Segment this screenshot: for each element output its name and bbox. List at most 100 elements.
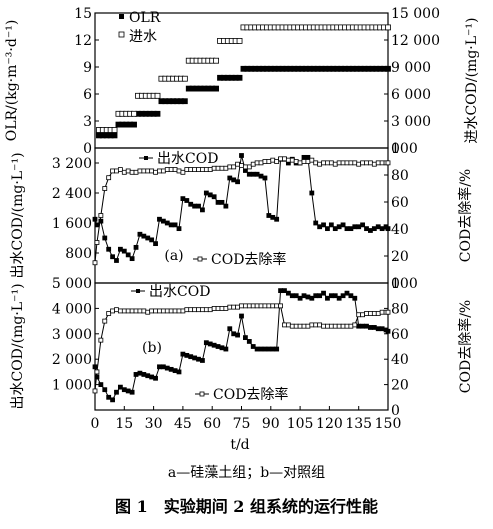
data-point <box>114 258 119 263</box>
data-point <box>168 366 174 372</box>
legend-label-cod: 出水COD <box>157 151 218 167</box>
data-point <box>200 167 205 173</box>
data-point <box>274 216 280 222</box>
y-tick-label-left: 1 600 <box>52 216 92 232</box>
y-tick-label-right: 0 <box>391 141 400 157</box>
data-point <box>133 372 139 377</box>
data-point <box>102 318 108 324</box>
data-point <box>125 168 131 174</box>
data-point <box>181 75 188 82</box>
data-point <box>293 293 299 299</box>
data-point <box>317 224 323 230</box>
y-tick-label-right: 0 <box>391 403 400 419</box>
data-point <box>94 369 100 375</box>
data-point <box>94 222 100 228</box>
y-tick-label-right: 20 <box>391 249 409 265</box>
data-point <box>181 98 188 105</box>
data-point <box>211 342 217 348</box>
data-point <box>114 389 119 395</box>
data-point <box>364 311 369 316</box>
data-point <box>153 375 158 381</box>
data-point <box>200 358 205 363</box>
data-point <box>137 231 143 237</box>
data-point <box>309 157 315 163</box>
x-tick-label: 90 <box>262 416 280 432</box>
data-point <box>141 168 147 174</box>
data-point <box>301 154 307 160</box>
data-point <box>336 323 342 329</box>
data-point <box>379 226 385 232</box>
data-point <box>176 226 182 232</box>
data-point <box>184 167 190 173</box>
data-point <box>223 203 229 209</box>
data-point <box>203 167 209 173</box>
figure-subcaption: a—硅藻土组；b—对照组 <box>167 465 326 481</box>
data-point <box>262 159 268 164</box>
data-point <box>160 218 166 224</box>
data-point <box>227 326 233 332</box>
legend-label-olr: OLR <box>129 10 161 26</box>
data-point <box>141 372 147 377</box>
data-point <box>203 307 209 313</box>
data-point <box>356 312 362 318</box>
data-point <box>250 161 256 167</box>
data-point <box>213 85 220 92</box>
data-point <box>313 220 319 226</box>
data-point <box>336 295 342 301</box>
data-point <box>371 311 377 316</box>
data-point <box>371 325 377 330</box>
x-tick-label: 0 <box>91 416 100 432</box>
data-point <box>117 308 123 314</box>
data-point <box>258 346 264 352</box>
y-tick-label-right: 6 000 <box>391 87 431 103</box>
data-point <box>145 309 151 315</box>
data-point <box>375 311 381 316</box>
data-point <box>184 352 190 358</box>
data-point <box>219 199 225 205</box>
series-line <box>94 158 388 263</box>
data-point <box>246 339 252 344</box>
y-tick-label-left: 4 000 <box>52 301 92 317</box>
data-point <box>313 322 319 328</box>
y-tick-label-left: 12 <box>74 33 92 49</box>
data-point <box>235 304 240 310</box>
data-point <box>235 179 240 185</box>
data-point <box>352 224 358 230</box>
data-point <box>301 323 307 329</box>
data-point <box>231 331 237 337</box>
data-point <box>145 235 151 241</box>
data-point <box>235 161 240 167</box>
data-point <box>160 364 166 370</box>
data-point <box>325 295 330 301</box>
x-tick-label: 15 <box>115 416 133 432</box>
data-point <box>106 175 112 181</box>
data-point <box>184 307 190 313</box>
y-axis-label-right: 进水COD/(mg·L⁻¹) <box>464 17 480 143</box>
data-point <box>297 295 303 301</box>
data-point <box>371 161 377 167</box>
data-point <box>385 328 391 334</box>
data-point <box>375 160 381 166</box>
data-point <box>243 335 248 341</box>
data-point <box>164 220 170 226</box>
data-point <box>231 304 237 310</box>
panel-label-a: (a) <box>164 248 183 264</box>
data-point <box>266 213 272 218</box>
y-tick-label-right: 40 <box>391 352 409 368</box>
data-point <box>352 160 358 166</box>
data-point <box>309 295 315 301</box>
data-point <box>270 303 276 309</box>
y-tick-label-left: 800 <box>65 246 92 262</box>
data-point <box>293 159 299 164</box>
data-point <box>196 356 201 362</box>
data-point <box>301 159 307 164</box>
data-point <box>106 394 112 400</box>
data-point <box>121 248 127 254</box>
series-filled-b <box>92 288 391 403</box>
data-point <box>352 322 358 328</box>
data-point <box>239 153 244 158</box>
data-point <box>160 168 166 174</box>
series-filled-top <box>96 65 391 139</box>
data-point <box>121 169 127 175</box>
